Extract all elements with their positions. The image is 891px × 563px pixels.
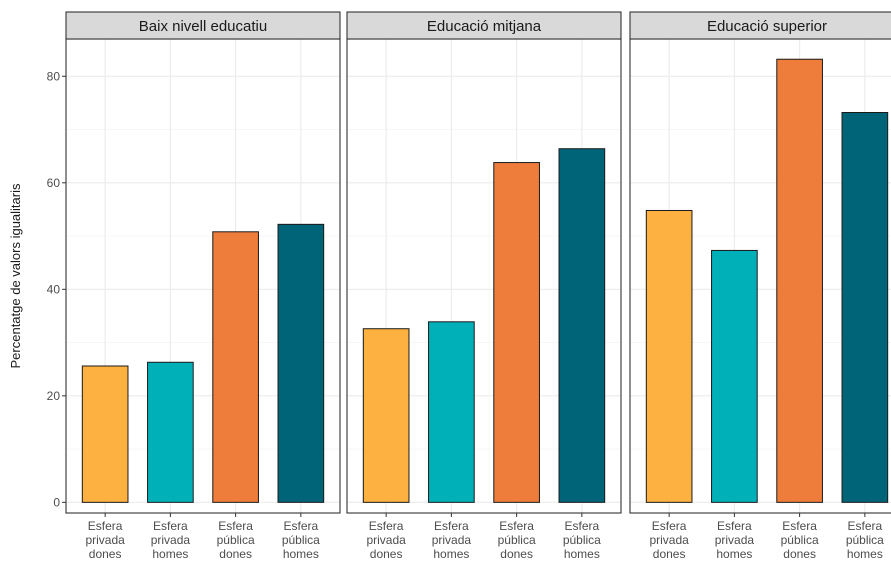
y-tick-label: 0 [53,495,60,509]
bar-2-4 [558,148,606,503]
x-tick-label: Esfera pública homes [846,519,884,561]
x-tick-label: Esfera pública homes [563,519,601,561]
panel-2: Educació mitjana Esfera privada dones Esfera… [346,11,622,561]
bar-3-4 [841,111,889,503]
panel-3: Educació superior Esfera privada dones Esfer… [629,11,891,561]
strip-background [629,11,891,40]
bar-2-3 [493,162,540,503]
strip-title: Educació mitjana [427,18,542,35]
strip-background [65,11,341,40]
x-tick-label: Esfera privada homes [432,519,472,561]
bar-1-3 [212,231,259,503]
y-tick-label: 80 [47,69,61,83]
x-tick-label: Esfera privada homes [151,519,191,561]
x-tick-label: Esfera privada homes [715,519,755,561]
x-tick-label: Esfera privada dones [85,519,125,561]
strip-title: Baix nivell educatiu [139,18,267,35]
bar-3-3 [776,58,823,503]
y-tick-label: 40 [47,282,61,296]
y-tick-label: 60 [47,176,61,190]
y-tick-label: 20 [47,389,61,403]
x-tick-label: Esfera privada dones [649,519,689,561]
bar-1-1 [81,365,129,503]
bar-2-2 [428,321,475,503]
bar-3-1 [645,209,693,503]
strip-background [346,11,622,40]
strip-title: Educació superior [707,18,827,35]
x-tick-label: Esfera pública dones [498,519,536,561]
x-tick-label: Esfera pública dones [217,519,255,561]
bar-1-4 [277,223,325,503]
bar-1-2 [147,361,194,503]
bar-2-1 [362,328,410,503]
panel-1: Baix nivell educatiu Esfera privada dones Es… [65,11,341,561]
x-tick-label: Esfera pública homes [282,519,320,561]
x-tick-label: Esfera privada dones [366,519,406,561]
bar-3-2 [711,249,758,503]
x-tick-label: Esfera pública dones [781,519,819,561]
y-axis-title: Percentatge de valors igualitaris [8,183,23,368]
